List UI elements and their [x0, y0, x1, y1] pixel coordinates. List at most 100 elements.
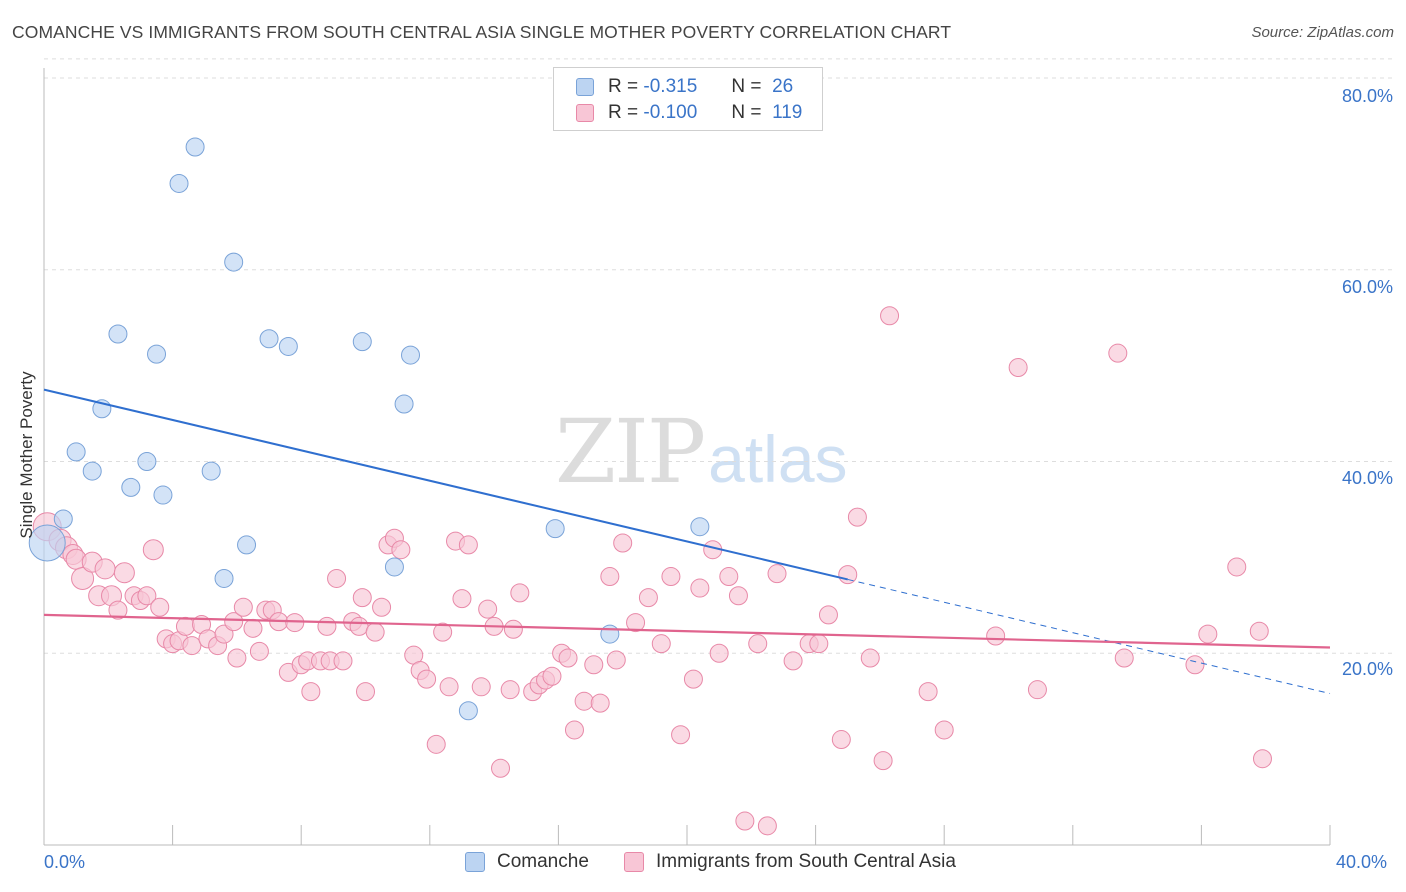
legend-r-label: R = [608, 76, 639, 97]
legend-n-label: N = [731, 76, 762, 97]
legend-r-value: -0.100 [643, 102, 698, 123]
comanche-trend-extension [847, 578, 1331, 695]
legend-n-value: 119 [772, 102, 803, 123]
immigrants-point [510, 583, 530, 603]
comanche-point [237, 535, 257, 555]
immigrants-point [986, 626, 1006, 646]
immigrants-point [1198, 624, 1218, 644]
immigrants-point [224, 612, 244, 632]
comanche-point [259, 329, 279, 349]
immigrants-point [249, 641, 269, 661]
immigrants-point [150, 597, 170, 617]
immigrants-point [574, 691, 594, 711]
immigrants-point [818, 605, 838, 625]
immigrants-point [542, 666, 562, 686]
comanche-point [352, 332, 372, 352]
immigrants-point [426, 734, 446, 754]
comanche-point [28, 524, 66, 562]
legend-row-immigrants: R = -0.100 N = 119 [576, 102, 802, 124]
immigrants-point [600, 567, 620, 587]
correlation-legend: R = -0.315 N = 26 R = -0.100 N = 119 [553, 67, 823, 131]
immigrants-point [558, 648, 578, 668]
immigrants-swatch [624, 852, 644, 872]
immigrants-point [783, 651, 803, 671]
immigrants-point [613, 533, 633, 553]
immigrants-point [113, 562, 135, 584]
immigrants-point [1249, 621, 1269, 641]
immigrants-point [317, 616, 337, 636]
immigrants-point [671, 725, 691, 745]
comanche-point [278, 336, 298, 356]
immigrants-point [809, 634, 829, 654]
legend-n-value: 26 [772, 76, 794, 97]
immigrants-point [458, 535, 478, 555]
comanche-point [108, 324, 128, 344]
legend-item-comanche[interactable]: Comanche [465, 851, 589, 873]
immigrants-point [433, 622, 453, 642]
immigrants-point [94, 558, 116, 580]
immigrants-point [564, 720, 584, 740]
immigrants-point [918, 682, 938, 702]
immigrants-point [838, 565, 858, 585]
immigrants-point [471, 677, 491, 697]
immigrants-point [626, 613, 646, 633]
comanche-point [147, 344, 167, 364]
immigrants-point [491, 758, 511, 778]
comanche-swatch [576, 78, 594, 96]
immigrants-point [651, 634, 671, 654]
x-tick-label-max: 40.0% [1336, 852, 1388, 872]
series-legend: Comanche Immigrants from South Central A… [0, 851, 1406, 877]
legend-label-immigrants: Immigrants from South Central Asia [656, 851, 956, 872]
immigrants-point [352, 588, 372, 608]
immigrants-point [873, 751, 893, 771]
immigrants-point [880, 306, 900, 326]
immigrants-point [860, 648, 880, 668]
immigrants-point [108, 600, 128, 620]
immigrants-point [757, 816, 777, 836]
immigrants-trend-line [43, 613, 1331, 649]
comanche-point [401, 345, 421, 365]
comanche-point [82, 461, 102, 481]
legend-n-label: N = [731, 102, 762, 123]
immigrants-point [690, 578, 710, 598]
source-label: Source: ZipAtlas.com [1251, 24, 1394, 41]
immigrants-point [1008, 358, 1028, 378]
immigrants-point [285, 613, 305, 633]
comanche-point [169, 173, 189, 193]
comanche-point [153, 485, 173, 505]
comanche-point [384, 557, 404, 577]
comanche-point [53, 509, 73, 529]
comanche-swatch [465, 852, 485, 872]
legend-item-immigrants[interactable]: Immigrants from South Central Asia [624, 851, 956, 873]
immigrants-point [735, 811, 755, 831]
comanche-point [185, 137, 205, 157]
immigrants-point [661, 567, 681, 587]
immigrants-point [175, 616, 195, 636]
legend-r-label: R = [608, 102, 639, 123]
immigrants-point [934, 720, 954, 740]
immigrants-point [227, 648, 247, 668]
immigrants-point [301, 682, 321, 702]
y-tick-label-20: 20.0% [1341, 659, 1393, 679]
comanche-point [214, 568, 234, 588]
immigrants-point [847, 507, 867, 527]
immigrants-point [365, 622, 385, 642]
immigrants-point [327, 568, 347, 588]
immigrants-point [1027, 680, 1047, 700]
immigrants-point [182, 636, 202, 656]
comanche-point [600, 624, 620, 644]
immigrants-point [500, 680, 520, 700]
immigrants-point [1227, 557, 1247, 577]
legend-row-comanche: R = -0.315 N = 26 [576, 76, 793, 98]
comanche-trend-line [43, 388, 848, 581]
comanche-point [224, 252, 244, 272]
immigrants-point [71, 566, 95, 590]
immigrants-point [478, 599, 498, 619]
comanche-point [394, 394, 414, 414]
immigrants-point [584, 655, 604, 675]
comanche-point [458, 701, 478, 721]
immigrants-point [233, 597, 253, 617]
legend-label-comanche: Comanche [497, 851, 589, 872]
y-tick-label-80: 80.0% [1341, 86, 1393, 106]
